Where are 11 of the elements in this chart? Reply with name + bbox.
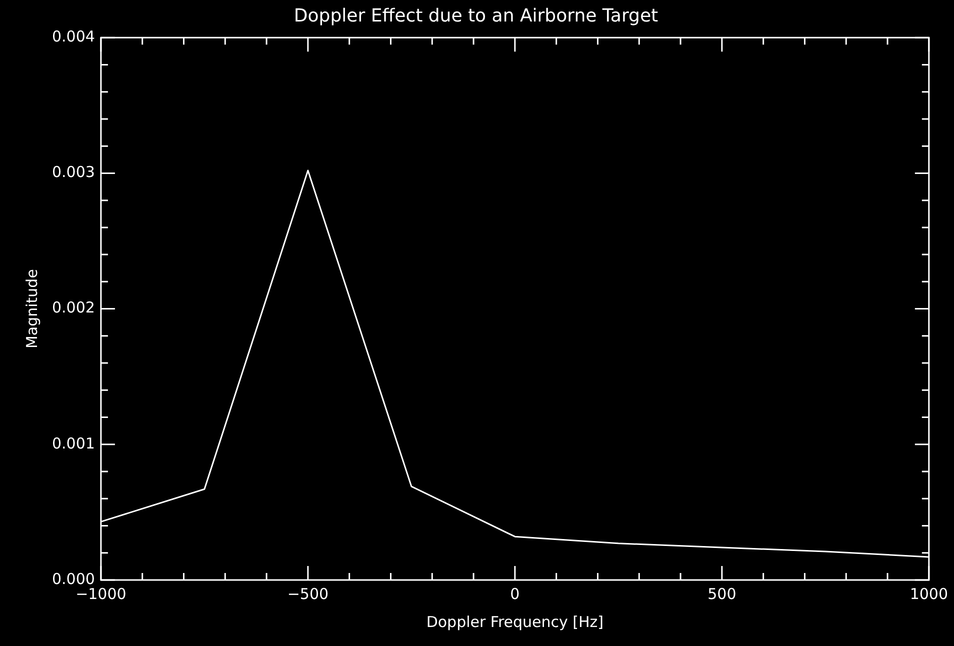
x-axis-title: Doppler Frequency [Hz] [426, 612, 604, 631]
x-tick-label: −500 [287, 584, 329, 603]
x-tick-label: 0 [510, 584, 520, 603]
y-tick-label: 0.002 [52, 298, 95, 317]
y-tick-label: 0.001 [52, 434, 95, 452]
x-tick-label: 500 [708, 584, 736, 603]
y-tick-label: 0.004 [52, 27, 95, 46]
chart-title: Doppler Effect due to an Airborne Target [294, 5, 658, 26]
y-axis-title: Magnitude [22, 269, 41, 349]
y-tick-label: 0.003 [52, 163, 95, 182]
x-tick-label: 1000 [910, 584, 948, 603]
